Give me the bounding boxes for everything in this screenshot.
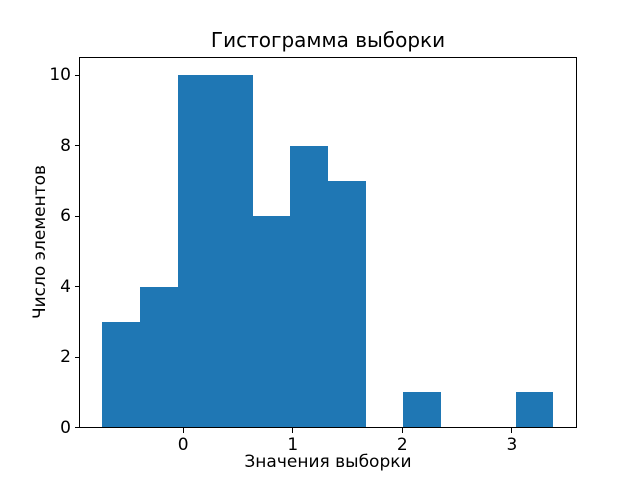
y-tick-mark [74,356,80,358]
x-tick-mark [182,427,184,433]
y-tick-mark [74,145,80,147]
histogram-bar [290,145,328,428]
y-tick-label: 0 [60,417,71,438]
x-tick-label: 2 [396,435,408,455]
histogram-bar [327,180,366,428]
chart-title: Гистограмма выборки [210,28,446,52]
histogram-bar [215,75,253,428]
y-tick-mark [74,427,80,428]
y-tick-label: 10 [49,65,71,86]
y-tick-label: 4 [60,276,71,297]
x-tick-label: 0 [177,435,189,455]
x-tick-mark [511,427,513,433]
y-tick-label: 6 [60,206,71,227]
histogram-bar [177,75,216,428]
x-tick-label: 3 [506,435,518,455]
y-tick-mark [74,74,80,76]
histogram-bar [403,392,441,428]
histogram-bar [102,321,141,428]
y-tick-label: 8 [60,135,71,156]
y-tick-mark [74,286,80,288]
histogram-bar [252,216,291,428]
y-tick-mark [74,215,80,217]
histogram-bar [140,286,178,428]
x-tick-mark [292,427,294,433]
histogram-bar [515,392,554,428]
x-tick-label: 1 [287,435,299,455]
x-tick-mark [401,427,403,433]
x-axis-label: Значения выборки [244,452,412,472]
y-tick-label: 2 [60,347,71,368]
